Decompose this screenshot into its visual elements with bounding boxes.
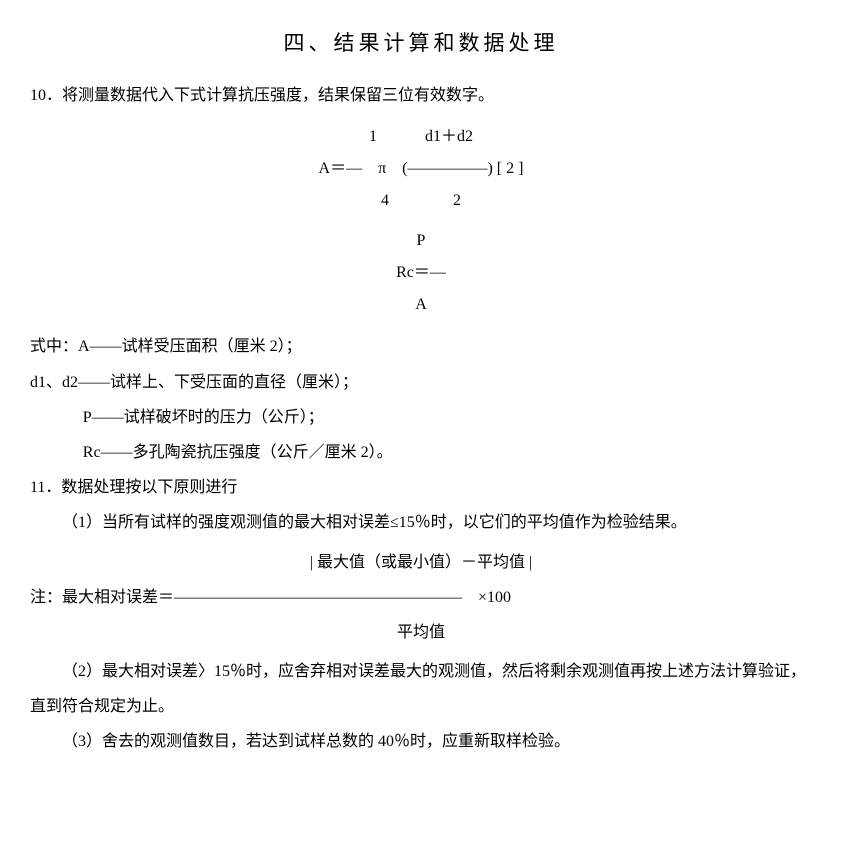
formula2-line2: Rc＝— <box>30 257 812 289</box>
item-11-text: 数据处理按以下原则进行 <box>61 479 237 496</box>
rule-2: （2）最大相对误差〉15％时，应舍弃相对误差最大的观测值，然后将剩余观测值再按上… <box>30 654 812 724</box>
def-A-text: A——试样受压面积（厘米 2）； <box>78 338 302 355</box>
formula2-line3: A <box>30 289 812 321</box>
rule-1: （1）当所有试样的强度观测值的最大相对误差≤15％时，以它们的平均值作为检验结果… <box>30 505 812 540</box>
defs-lead: 式中： <box>30 338 78 355</box>
item-10-label: 10． <box>30 87 62 104</box>
item-11-label: 11． <box>30 479 61 496</box>
formula3-numerator: | 最大值（或最小值）－平均值 | <box>30 545 812 580</box>
formula3-lead: 注：最大相对误差＝ <box>30 589 174 606</box>
def-P: P——试样破坏时的压力（公斤）； <box>30 400 812 435</box>
formula3-denominator: 平均值 <box>30 615 812 650</box>
section-title: 四、结果计算和数据处理 <box>30 20 812 66</box>
formula1-line3: 4 2 <box>30 185 812 217</box>
def-Rc: Rc——多孔陶瓷抗压强度（公斤／厘米 2）。 <box>30 435 812 470</box>
formula3-bar: —————————————————— <box>174 589 462 606</box>
formula-Rc: P Rc＝— A <box>30 225 812 321</box>
formula-relative-error: | 最大值（或最小值）－平均值 | 注：最大相对误差＝—————————————… <box>30 545 812 651</box>
formula-area-A: 1 d1＋d2 A＝— π (—————) [ 2 ] 4 2 <box>30 121 812 217</box>
formula3-middle: 注：最大相对误差＝—————————————————— ×100 <box>30 580 812 615</box>
item-10-text: 将测量数据代入下式计算抗压强度，结果保留三位有效数字。 <box>62 87 494 104</box>
item-11: 11．数据处理按以下原则进行 <box>30 470 812 505</box>
rule-3: （3）舍去的观测值数目，若达到试样总数的 40％时，应重新取样检验。 <box>30 724 812 759</box>
formula1-line2: A＝— π (—————) [ 2 ] <box>30 153 812 185</box>
def-A: 式中：A——试样受压面积（厘米 2）； <box>30 329 812 364</box>
item-10: 10．将测量数据代入下式计算抗压强度，结果保留三位有效数字。 <box>30 78 812 113</box>
def-d: d1、d2——试样上、下受压面的直径（厘米）； <box>30 365 812 400</box>
formula3-tail: ×100 <box>462 589 511 606</box>
formula2-line1: P <box>30 225 812 257</box>
formula1-line1: 1 d1＋d2 <box>30 121 812 153</box>
